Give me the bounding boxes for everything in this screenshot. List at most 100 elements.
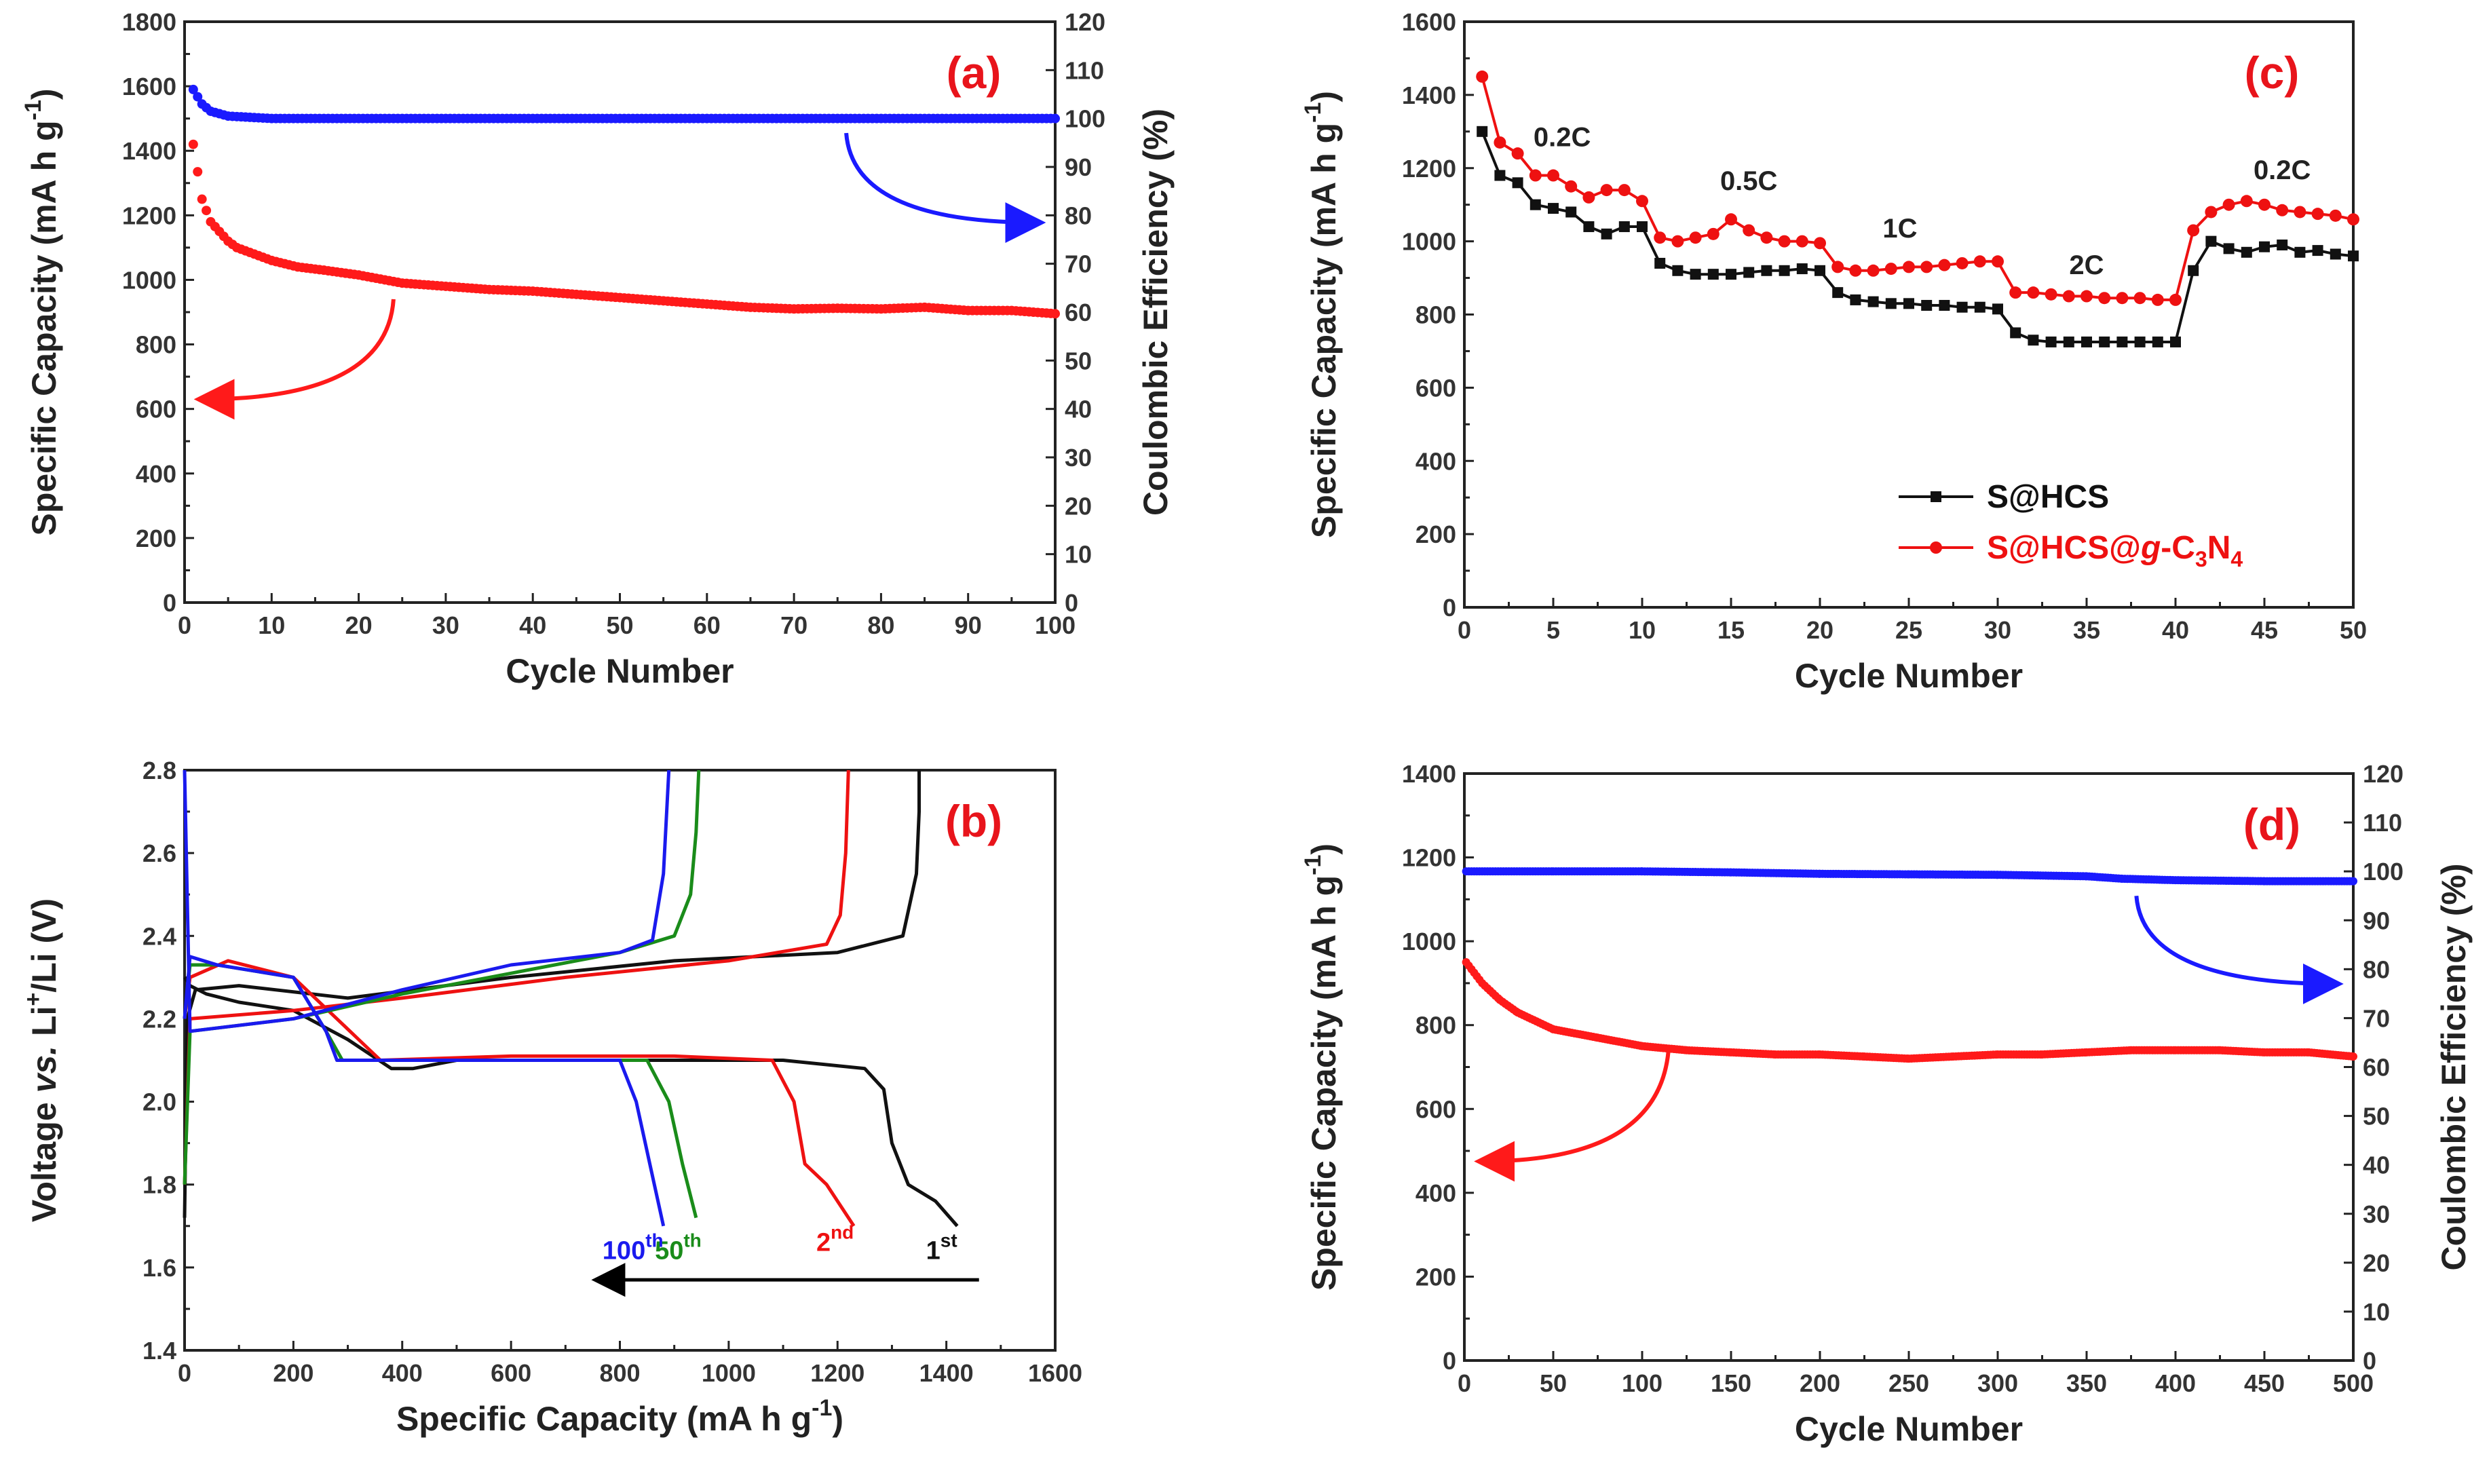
x-tick-label: 200 [1800,1369,1840,1397]
data-point [1939,300,1950,311]
data-point [1050,113,1060,123]
y2-tick-label: 90 [2363,907,2390,934]
curve-label-number: 100 [603,1237,645,1266]
x-tick-label: 20 [345,611,373,639]
x-tick-label: 10 [1629,616,1656,644]
curve-label: 2nd [816,1221,854,1257]
x-tick-label: 30 [432,611,459,639]
y-tick-label: 600 [1416,374,1456,402]
y-tick-label: 1200 [1402,844,1456,872]
charge-curve [183,770,921,1218]
curve-50th: 50th [183,769,702,1266]
x-tick-label: 0 [1458,1369,1471,1397]
y2-tick-label: 80 [2363,955,2390,983]
y-tick-label: 400 [136,460,176,488]
data-point [2277,240,2288,251]
curve-label: 100th [603,1230,664,1266]
y-axis-title-main: Specific Capacity (mA h g [25,120,63,535]
y-axis-title-end: ) [1305,843,1343,855]
panel-label: (d) [2243,799,2300,850]
x-tick-label: 1200 [810,1359,864,1387]
y2-tick-label: 0 [1065,589,1078,617]
data-point [1565,180,1578,193]
data-point [1867,264,1880,277]
x-tick-label: 400 [382,1359,423,1387]
y-tick-label: 1400 [122,137,176,165]
y2-tick-label: 90 [1065,153,1092,181]
data-point [188,139,198,149]
data-point [1050,309,1060,319]
x-tick-label: 100 [1035,611,1076,639]
data-point [1494,136,1506,149]
data-point [1725,213,1737,226]
data-point [1565,206,1577,218]
data-point [2116,292,2129,305]
y2-tick-label: 60 [2363,1054,2390,1082]
data-point [2028,335,2039,346]
x-axis-title-sup: -1 [812,1395,832,1421]
series-specific-capacity [188,139,1060,319]
y-tick-label: 400 [1416,447,1456,475]
y-tick-label: 2.8 [142,757,176,784]
data-point [2276,204,2289,216]
x-tick-label: 70 [780,611,808,639]
x-tick-label: 50 [606,611,633,639]
data-point [1618,221,1630,233]
data-point [1547,169,1559,182]
y2-tick-label: 110 [2363,809,2402,837]
data-point [2170,336,2181,347]
data-point [1885,298,1897,309]
data-point [2223,243,2235,254]
series-specific-capacity [1462,958,2357,1063]
y-axis-title-part: Voltage [25,1092,63,1222]
data-point [1867,296,1879,307]
y2-tick-label: 100 [2363,858,2404,886]
y-axis-title: Specific Capacity (mA h g-1) [1300,843,1343,1291]
x-tick-label: 45 [2251,616,2278,644]
x-tick-label: 50 [1540,1369,1567,1397]
y-axis-title-main: Specific Capacity (mA h g [1305,875,1343,1291]
legend-label-sub: 4 [2230,547,2243,571]
y-axis-title-end: ) [1305,91,1343,102]
legend-marker [1931,491,1941,502]
y-axis-title: Specific Capacity (mA h g-1) [1300,91,1343,538]
y-axis-title-italic: vs. [25,1046,63,1093]
legend-label-part: N [2207,530,2231,566]
data-point [2063,336,2074,347]
y-tick-label: 1000 [1402,928,1456,955]
discharge-curve [183,959,856,1228]
x-tick-label: 60 [694,611,721,639]
data-point [1903,298,1914,309]
x-axis-title-main: Specific Capacity (mA h g [396,1400,812,1438]
data-point [1600,184,1613,197]
data-point [2045,336,2057,347]
y-tick-label: 200 [1416,520,1456,548]
y2-tick-label: 0 [2363,1347,2376,1375]
plot-frame [183,20,1057,604]
data-point [2010,327,2021,339]
x-tick-label: 90 [955,611,982,639]
data-point [1992,255,2004,268]
y-tick-label: 1600 [122,73,176,100]
x-tick-label: 0 [178,1359,191,1387]
data-point [188,84,198,94]
y-axis-title-part: Li [25,1006,63,1046]
discharge-curve [183,963,698,1219]
y-tick-label: 2.6 [142,839,176,867]
y-tick-label: 400 [1416,1179,1456,1207]
data-point [1938,259,1951,271]
x-tick-label: 200 [273,1359,314,1387]
data-point [1831,261,1844,273]
x-tick-label: 100 [1622,1369,1662,1397]
x-tick-label: 1400 [919,1359,974,1387]
data-point [1689,231,1702,244]
data-point [1512,177,1523,189]
x-tick-label: 40 [2162,616,2189,644]
y-tick-label: 1.8 [142,1171,176,1199]
y-tick-label: 600 [136,396,176,423]
data-point [2045,288,2057,301]
rate-label: 0.5C [1720,166,1778,196]
data-point [1796,235,1808,248]
legend: S@HCS S@HCS@g-C3N4 [1899,479,2243,571]
rate-label: 0.2C [1534,122,1591,152]
